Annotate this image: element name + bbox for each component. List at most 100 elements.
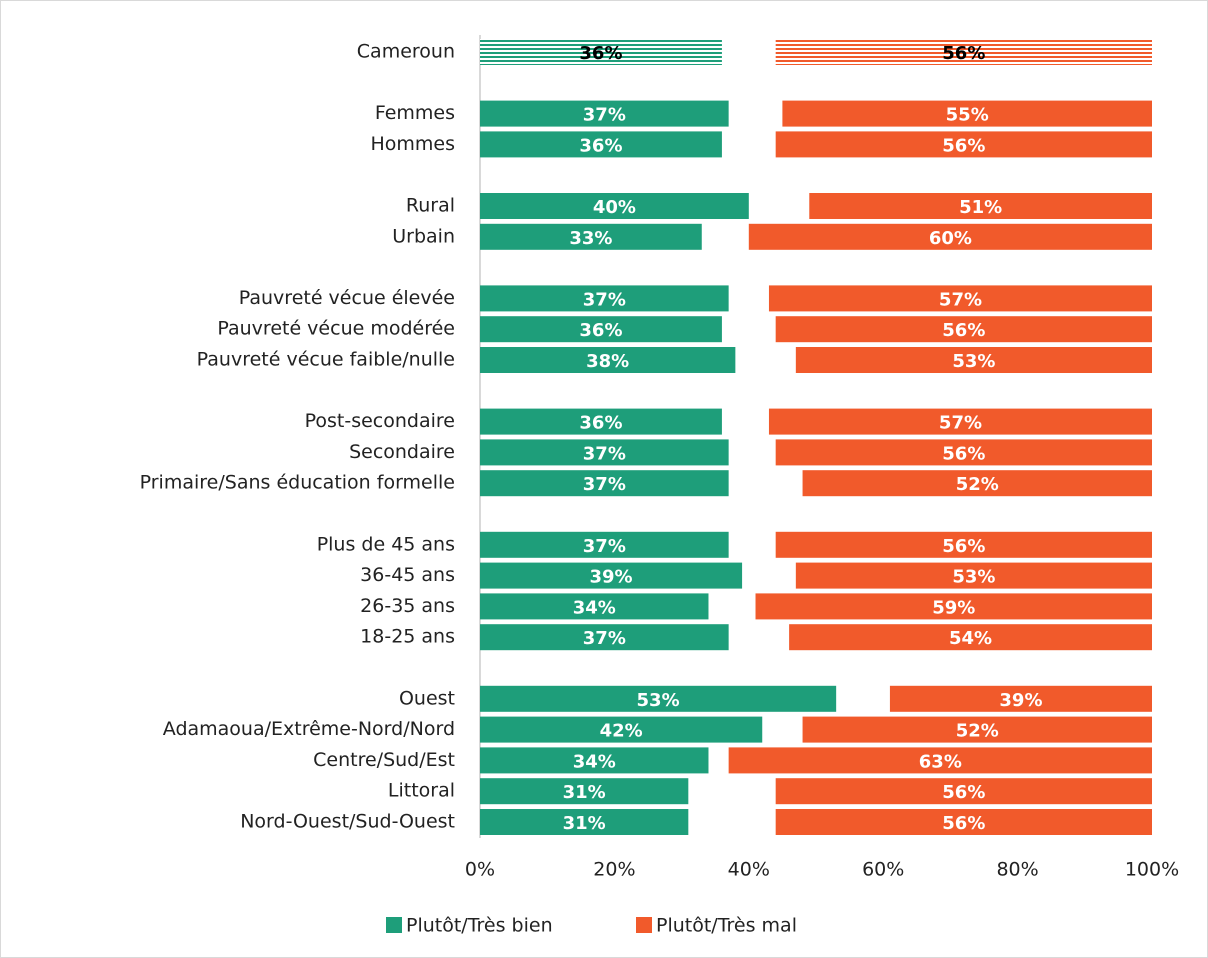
category-label: 26-35 ans <box>360 595 455 617</box>
category-label: Cameroun <box>357 41 455 63</box>
bar <box>728 747 1152 774</box>
bar <box>480 470 729 497</box>
value-label: 56% <box>942 320 985 341</box>
legend-swatch <box>386 917 402 933</box>
bar <box>480 624 729 651</box>
value-label: 38% <box>586 351 629 372</box>
bar <box>775 131 1152 158</box>
value-label: 57% <box>939 413 982 434</box>
bar <box>480 223 702 250</box>
bar <box>480 193 749 219</box>
value-label: 37% <box>583 536 626 557</box>
value-label: 51% <box>959 197 1002 218</box>
category-label: Plus de 45 ans <box>317 533 455 555</box>
category-label: Femmes <box>375 102 455 124</box>
value-label: 56% <box>942 536 985 557</box>
value-label: 52% <box>956 474 999 495</box>
bar <box>480 316 722 343</box>
bar <box>480 285 729 312</box>
category-label: Post-secondaire <box>305 410 455 432</box>
value-label: 63% <box>919 751 962 772</box>
category-label: Littoral <box>388 780 455 802</box>
bar <box>480 716 763 743</box>
x-tick-label: 60% <box>862 859 904 881</box>
bar <box>480 347 736 373</box>
bar <box>480 747 709 774</box>
value-label: 53% <box>952 351 995 372</box>
value-label: 56% <box>942 782 985 803</box>
category-label: Nord-Ouest/Sud-Ouest <box>240 811 455 833</box>
category-label: Centre/Sud/Est <box>313 749 455 771</box>
value-label: 56% <box>942 43 985 64</box>
bar <box>480 100 729 127</box>
bar <box>775 439 1152 466</box>
category-label: Pauvreté vécue élevée <box>239 287 455 309</box>
bar <box>480 685 837 712</box>
value-label: 56% <box>942 813 985 834</box>
value-label: 37% <box>583 105 626 126</box>
value-label: 53% <box>952 567 995 588</box>
bar <box>889 685 1152 712</box>
bar <box>795 347 1152 373</box>
value-label: 37% <box>583 474 626 495</box>
value-label: 56% <box>942 443 985 464</box>
value-label: 37% <box>583 443 626 464</box>
bar <box>789 624 1152 651</box>
legend-swatch <box>636 917 652 933</box>
bar <box>768 408 1152 435</box>
value-label: 57% <box>939 289 982 310</box>
category-label: Rural <box>406 195 455 217</box>
value-label: 42% <box>600 721 643 742</box>
value-label: 39% <box>999 690 1042 711</box>
category-label: Adamaoua/Extrême-Nord/Nord <box>163 718 455 740</box>
value-label: 31% <box>563 813 606 834</box>
bar <box>480 131 722 158</box>
value-label: 55% <box>946 105 989 126</box>
legend-label: Plutôt/Très bien <box>406 915 553 937</box>
x-tick-label: 80% <box>996 859 1038 881</box>
bar <box>480 439 729 466</box>
bar <box>775 316 1152 343</box>
value-label: 60% <box>929 228 972 249</box>
value-label: 53% <box>637 690 680 711</box>
bar <box>480 39 722 65</box>
category-label: Ouest <box>399 687 455 709</box>
bar <box>768 285 1152 312</box>
bar <box>802 470 1152 497</box>
value-label: 52% <box>956 721 999 742</box>
bar <box>480 593 709 620</box>
bar <box>809 193 1152 219</box>
bar <box>480 531 729 558</box>
value-label: 33% <box>569 228 612 249</box>
value-label: 36% <box>579 43 622 64</box>
value-label: 56% <box>942 135 985 156</box>
value-label: 36% <box>579 135 622 156</box>
x-tick-label: 0% <box>465 859 495 881</box>
bar <box>775 39 1152 65</box>
category-label: Hommes <box>370 133 455 155</box>
bar <box>775 778 1152 805</box>
value-label: 36% <box>579 413 622 434</box>
value-label: 37% <box>583 289 626 310</box>
value-label: 34% <box>573 597 616 618</box>
bar <box>782 100 1152 127</box>
bar <box>755 593 1152 620</box>
category-label: Urbain <box>392 225 455 247</box>
bar <box>480 562 743 589</box>
value-label: 54% <box>949 628 992 649</box>
bar <box>748 223 1152 250</box>
value-label: 31% <box>563 782 606 803</box>
category-label: Pauvreté vécue faible/nulle <box>197 349 455 371</box>
bar <box>775 809 1152 835</box>
value-label: 39% <box>589 567 632 588</box>
bar <box>480 408 722 435</box>
bar <box>795 562 1152 589</box>
category-label: Pauvreté vécue modérée <box>217 318 455 340</box>
category-label: 18-25 ans <box>360 626 455 648</box>
legend-label: Plutôt/Très mal <box>656 915 797 937</box>
bar <box>480 809 689 835</box>
x-tick-label: 40% <box>728 859 770 881</box>
value-label: 59% <box>932 597 975 618</box>
bar <box>480 778 689 805</box>
